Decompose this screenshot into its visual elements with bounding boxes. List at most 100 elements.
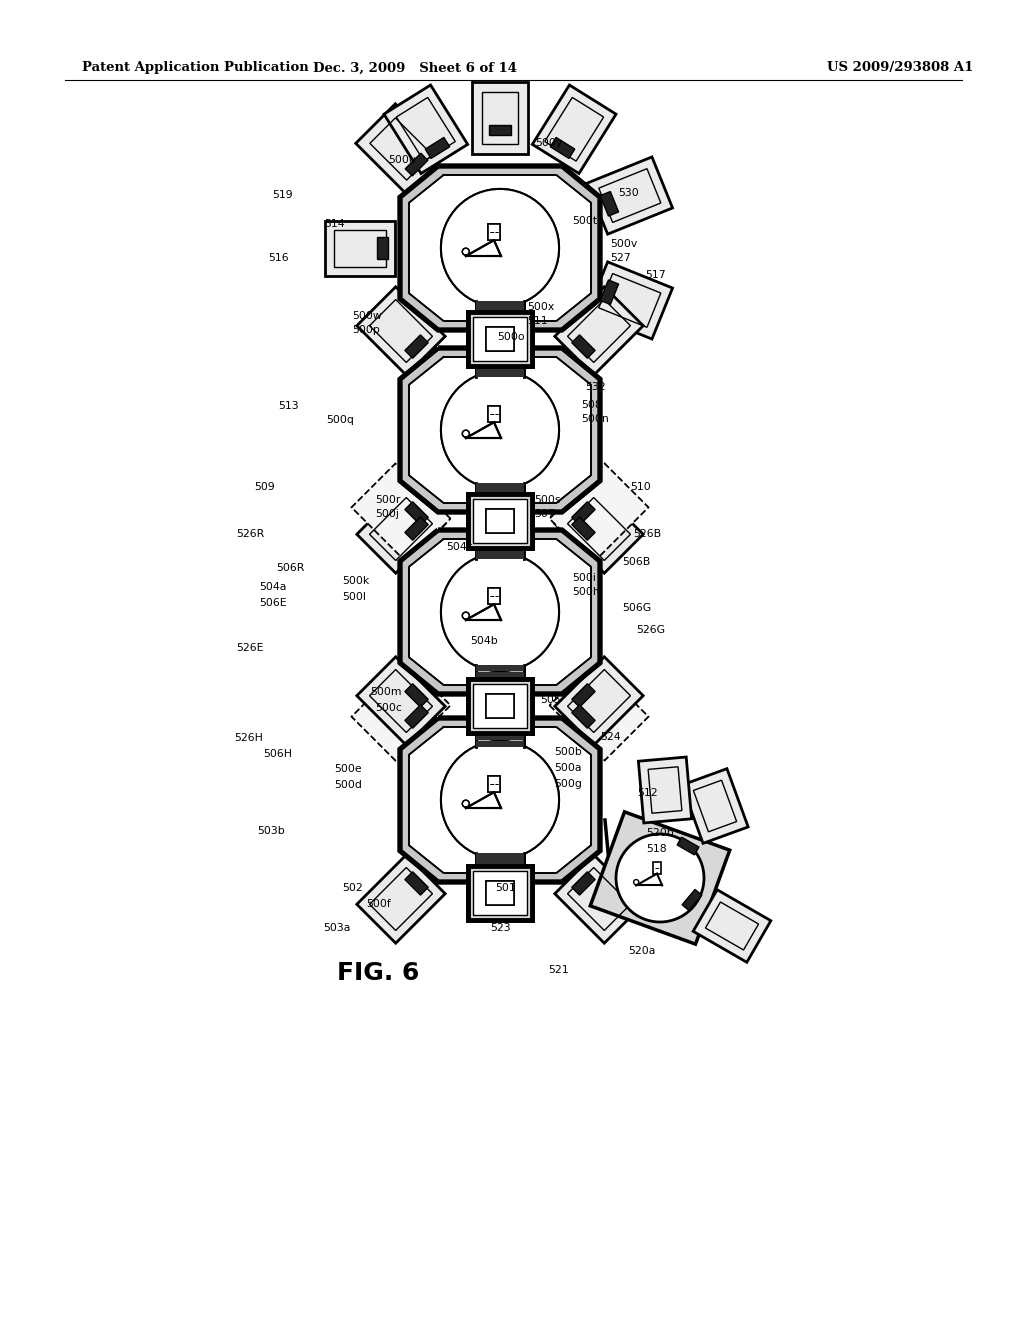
Polygon shape — [550, 463, 648, 562]
Bar — [468, 678, 532, 733]
Bar — [476, 487, 524, 492]
Text: 503b: 503b — [257, 826, 285, 836]
Polygon shape — [400, 531, 600, 694]
Polygon shape — [400, 531, 600, 694]
Polygon shape — [409, 727, 591, 873]
Polygon shape — [677, 837, 699, 855]
Bar — [473, 499, 527, 543]
Polygon shape — [409, 539, 591, 685]
Circle shape — [616, 834, 705, 921]
Bar — [476, 734, 524, 741]
Polygon shape — [555, 657, 643, 746]
Bar — [468, 866, 532, 920]
Bar — [476, 483, 524, 492]
Bar — [476, 549, 524, 560]
Bar — [476, 483, 524, 488]
Polygon shape — [356, 484, 445, 573]
Polygon shape — [682, 890, 701, 911]
Polygon shape — [400, 166, 600, 330]
Polygon shape — [356, 286, 445, 375]
Bar — [476, 734, 524, 747]
Polygon shape — [600, 191, 618, 216]
Polygon shape — [555, 286, 643, 375]
Polygon shape — [400, 718, 600, 882]
Text: 506G: 506G — [622, 603, 651, 612]
Text: 500f: 500f — [366, 899, 391, 909]
Polygon shape — [351, 661, 451, 760]
Bar — [488, 407, 500, 422]
Bar — [488, 589, 500, 605]
Text: 524: 524 — [600, 733, 621, 742]
Text: 516: 516 — [268, 253, 289, 263]
Bar — [468, 866, 532, 920]
Polygon shape — [571, 335, 595, 358]
Text: Dec. 3, 2009   Sheet 6 of 14: Dec. 3, 2009 Sheet 6 of 14 — [313, 62, 517, 74]
Polygon shape — [571, 871, 595, 895]
Bar — [473, 871, 527, 915]
Bar — [486, 327, 514, 351]
Text: 527: 527 — [610, 253, 631, 263]
Circle shape — [441, 371, 559, 488]
Bar — [476, 301, 524, 306]
Text: 526R: 526R — [236, 529, 264, 539]
Bar — [476, 665, 524, 678]
Bar — [473, 684, 527, 729]
Bar — [652, 862, 662, 874]
Polygon shape — [472, 82, 528, 154]
Text: 512: 512 — [637, 788, 657, 799]
Polygon shape — [400, 531, 600, 694]
Bar — [476, 734, 524, 741]
Text: 523: 523 — [490, 923, 511, 933]
Bar — [476, 549, 524, 554]
Circle shape — [441, 741, 559, 859]
Polygon shape — [356, 855, 445, 944]
Bar — [486, 694, 514, 718]
Text: Patent Application Publication: Patent Application Publication — [82, 62, 309, 74]
Text: 504c: 504c — [446, 543, 473, 552]
Polygon shape — [571, 502, 595, 525]
Text: 500n: 500n — [581, 414, 608, 424]
Text: 500e: 500e — [334, 764, 361, 774]
Bar — [476, 859, 524, 865]
Text: 500w: 500w — [352, 312, 382, 321]
Bar — [468, 494, 532, 548]
Bar — [473, 317, 527, 360]
Bar — [476, 305, 524, 312]
Text: 500x: 500x — [527, 302, 554, 312]
Bar — [468, 312, 532, 366]
Polygon shape — [682, 768, 749, 843]
Polygon shape — [404, 335, 428, 358]
Text: 505: 505 — [540, 696, 561, 705]
Bar — [476, 367, 524, 374]
Bar — [476, 665, 524, 671]
Bar — [476, 553, 524, 560]
Bar — [488, 407, 500, 422]
Text: 519: 519 — [272, 190, 293, 201]
Text: 500k: 500k — [342, 576, 370, 586]
Bar — [476, 371, 524, 378]
Text: 510: 510 — [630, 482, 650, 492]
Text: 526H: 526H — [234, 733, 263, 743]
Text: 500i: 500i — [572, 573, 596, 583]
Polygon shape — [555, 855, 643, 944]
Text: 503a: 503a — [323, 923, 350, 933]
Text: 500s: 500s — [534, 495, 560, 506]
Polygon shape — [400, 718, 600, 882]
Text: 506H: 506H — [263, 748, 292, 759]
Text: 504a: 504a — [259, 582, 287, 591]
Text: 530: 530 — [618, 187, 639, 198]
Text: 502: 502 — [342, 883, 362, 894]
Polygon shape — [600, 280, 618, 305]
Polygon shape — [355, 104, 446, 194]
Text: 500t: 500t — [572, 216, 597, 226]
Text: 500y: 500y — [535, 139, 562, 148]
Polygon shape — [351, 463, 451, 562]
Circle shape — [441, 741, 559, 859]
Polygon shape — [425, 137, 450, 158]
Bar — [476, 672, 524, 678]
Bar — [476, 859, 524, 865]
Bar — [473, 684, 527, 729]
Polygon shape — [404, 502, 428, 525]
Bar — [476, 487, 524, 492]
Polygon shape — [404, 517, 428, 540]
